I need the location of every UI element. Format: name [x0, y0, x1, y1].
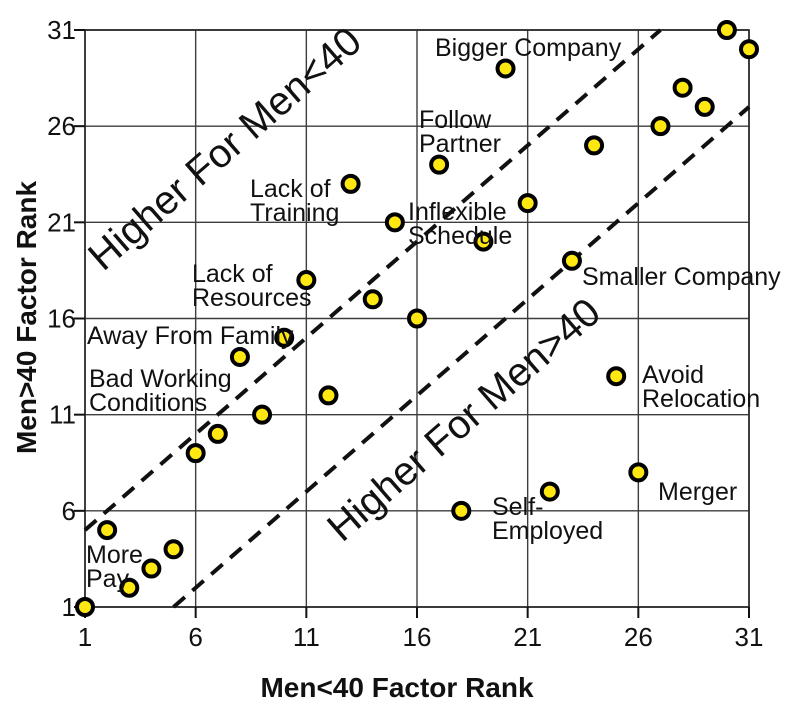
y-tick-label: 16	[47, 304, 76, 334]
data-point	[296, 270, 317, 291]
annotation-inflexible-schedule: Inflexible Schedule	[408, 198, 512, 250]
data-point	[561, 250, 582, 271]
data-point	[141, 558, 162, 579]
data-point	[274, 327, 295, 348]
annotation-smaller-company: Smaller Company	[582, 263, 781, 291]
y-tick-label: 11	[49, 400, 76, 430]
annotation-lack-of-training: Lack of Training	[250, 175, 339, 227]
data-point	[495, 58, 516, 79]
x-tick-label: 31	[735, 622, 764, 652]
y-tick-label: 1	[62, 592, 76, 622]
data-point	[584, 135, 605, 156]
data-point	[163, 539, 184, 560]
data-point	[517, 193, 538, 214]
data-point	[672, 77, 693, 98]
data-point	[119, 577, 140, 598]
annotation-bad-working-conditions: Bad Working Conditions	[89, 365, 232, 417]
data-point	[429, 154, 450, 175]
data-point	[628, 462, 649, 483]
data-point	[606, 366, 627, 387]
annotation-more-pay: More Pay	[86, 541, 143, 593]
data-point	[716, 20, 737, 40]
annotation-bigger-company: Bigger Company	[435, 34, 622, 62]
data-point	[207, 423, 228, 444]
data-point	[318, 385, 339, 406]
y-axis-title: Men>40 Factor Rank	[11, 181, 42, 455]
annotation-self-employed: Self-Employed	[492, 493, 603, 545]
data-point	[75, 597, 95, 617]
annotation-follow-partner: Follow Partner	[419, 106, 501, 158]
data-point	[539, 481, 560, 502]
reference-line-lower-diagonal	[172, 105, 751, 609]
y-tick-label: 21	[47, 207, 76, 237]
data-point	[185, 443, 206, 464]
data-point	[473, 231, 494, 252]
x-tick-label: 16	[403, 622, 432, 652]
annotation-merger: Merger	[658, 478, 737, 506]
data-point	[384, 212, 405, 233]
data-point	[229, 346, 250, 367]
y-tick-label: 26	[47, 111, 76, 141]
y-tick-label: 6	[62, 496, 76, 526]
annotation-avoid-relocation: Avoid Relocation	[642, 361, 760, 413]
annotation-lack-of-resources: Lack of Resources	[192, 260, 312, 312]
reference-line-upper-diagonal	[83, 28, 662, 532]
data-point	[451, 500, 472, 521]
data-point	[407, 308, 427, 329]
data-point	[650, 116, 671, 137]
annotation-away-from-family: Away From Family	[87, 322, 294, 350]
x-tick-label: 21	[513, 622, 542, 652]
x-tick-label: 26	[624, 622, 653, 652]
x-axis-title: Men<40 Factor Rank	[260, 672, 534, 703]
data-point	[739, 39, 759, 60]
data-point	[694, 96, 715, 117]
x-tick-label: 11	[293, 622, 320, 652]
x-tick-label: 1	[78, 622, 92, 652]
data-point	[252, 404, 273, 425]
data-point	[362, 289, 383, 310]
y-tick-label: 31	[47, 15, 76, 45]
data-point	[97, 520, 118, 541]
x-tick-label: 6	[188, 622, 202, 652]
data-point	[340, 173, 361, 194]
